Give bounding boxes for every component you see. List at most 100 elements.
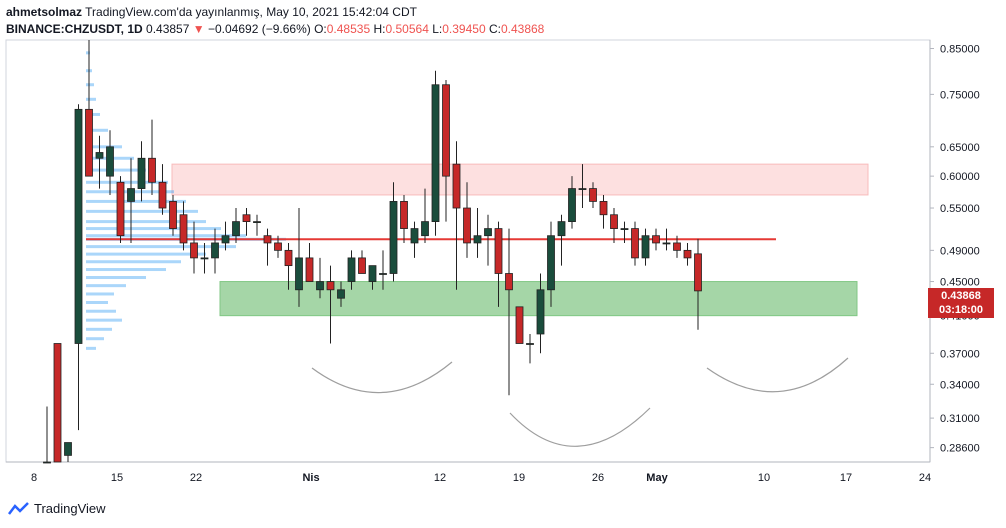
candle-body bbox=[484, 228, 492, 237]
candle-body bbox=[421, 221, 429, 237]
volume-profile-bar bbox=[86, 260, 181, 264]
author-name: ahmetsolmaz bbox=[6, 5, 83, 19]
candle-body bbox=[431, 84, 440, 222]
left-shoulder-arc bbox=[311, 361, 453, 394]
volume-profile-bar bbox=[86, 327, 112, 331]
candle-body bbox=[116, 181, 125, 237]
volume-profile-bar bbox=[86, 276, 146, 280]
candle-body bbox=[221, 235, 230, 244]
candle-body bbox=[211, 242, 219, 259]
candle-body bbox=[463, 207, 471, 244]
price-tick-label: 0.34000 bbox=[940, 379, 980, 391]
candle-body bbox=[347, 257, 356, 282]
volume-profile-bar bbox=[86, 245, 236, 249]
tradingview-logo[interactable]: TradingView bbox=[8, 501, 106, 516]
open-label: O: bbox=[314, 22, 327, 36]
candle-body bbox=[641, 235, 650, 259]
candle-body bbox=[190, 242, 198, 259]
candle-body bbox=[673, 242, 681, 251]
candle-body bbox=[400, 201, 408, 229]
high-label: H: bbox=[373, 22, 386, 36]
candle-body bbox=[127, 188, 135, 202]
candle-body bbox=[326, 281, 335, 291]
candle-body bbox=[473, 235, 482, 244]
tradingview-logo-icon bbox=[8, 501, 29, 515]
candle-body bbox=[568, 188, 576, 222]
candle-body bbox=[662, 242, 671, 245]
candle-body bbox=[652, 235, 660, 244]
candle-body bbox=[169, 201, 177, 229]
candle-body bbox=[253, 221, 261, 223]
candle-body bbox=[263, 235, 272, 244]
volume-profile-bar bbox=[86, 318, 122, 322]
candle-body bbox=[526, 343, 534, 345]
candle-body bbox=[505, 273, 513, 291]
volume-profile-bar bbox=[86, 337, 104, 341]
candle-body bbox=[410, 228, 419, 244]
volume-profile-bar bbox=[86, 300, 108, 304]
volume-profile-bar bbox=[86, 199, 186, 203]
last-price: 0.43857 bbox=[146, 22, 190, 36]
candle-body bbox=[494, 228, 503, 274]
candle-body bbox=[95, 152, 104, 159]
low-label: L: bbox=[432, 22, 443, 36]
candle-body bbox=[337, 289, 345, 299]
volume-profile-bar bbox=[86, 234, 246, 238]
candle-body bbox=[53, 343, 62, 463]
volume-profile-bar bbox=[86, 112, 100, 116]
price-tick-label: 0.31000 bbox=[940, 413, 980, 425]
candle-body bbox=[274, 242, 282, 251]
candle-body bbox=[599, 201, 608, 216]
candle-body bbox=[452, 163, 461, 209]
candle-body bbox=[389, 201, 398, 274]
time-tick-label: May bbox=[646, 472, 668, 484]
candle-body bbox=[620, 228, 629, 230]
candle-body bbox=[106, 146, 114, 177]
candle-body bbox=[295, 257, 303, 291]
candle-body bbox=[368, 265, 377, 282]
price-change: −0.04692 (−9.66%) bbox=[207, 22, 311, 36]
candle-body bbox=[536, 289, 545, 335]
price-tick-label: 0.28600 bbox=[940, 443, 980, 455]
volume-profile-bar bbox=[86, 292, 114, 296]
candle-body bbox=[379, 273, 387, 275]
head-arc bbox=[509, 407, 651, 447]
volume-profile-bar bbox=[86, 209, 198, 213]
volume-profile-bar bbox=[86, 51, 90, 55]
price-tick-label: 0.75000 bbox=[940, 89, 980, 101]
volume-profile-bar bbox=[86, 128, 108, 132]
volume-profile-bar bbox=[86, 168, 146, 172]
candle-body bbox=[694, 253, 702, 292]
volume-profile-bar bbox=[86, 268, 166, 272]
candle-body bbox=[631, 228, 639, 259]
candle-body bbox=[316, 281, 324, 291]
candle-body bbox=[515, 306, 524, 344]
price-tick-label: 0.85000 bbox=[940, 44, 980, 56]
time-tick-label: 22 bbox=[190, 472, 202, 484]
resistance-zone bbox=[171, 163, 869, 196]
volume-profile-bar bbox=[86, 252, 206, 256]
brand-label: TradingView bbox=[34, 501, 106, 516]
candle-body bbox=[442, 84, 450, 177]
candle-body bbox=[85, 108, 93, 177]
price-tick-label: 0.45000 bbox=[940, 277, 980, 289]
bar-countdown: 03:18:00 bbox=[938, 304, 984, 316]
close-value: 0.43868 bbox=[500, 22, 545, 36]
current-price-tag: 0.43868 03:18:00 bbox=[928, 288, 994, 318]
candle-body bbox=[74, 108, 83, 344]
volume-profile-bar bbox=[86, 220, 206, 224]
volume-profile-bar bbox=[86, 309, 116, 313]
candle-body bbox=[242, 214, 251, 222]
candle-body bbox=[557, 221, 566, 237]
candle-body bbox=[232, 221, 240, 237]
candle-body bbox=[547, 235, 555, 291]
time-tick-label: 15 bbox=[111, 472, 123, 484]
symbol-label: BINANCE:CHZUSDT, 1D bbox=[6, 22, 143, 36]
candle-body bbox=[137, 157, 146, 189]
volume-profile-bar bbox=[86, 346, 96, 350]
candle-body bbox=[158, 181, 167, 209]
candle-body bbox=[578, 188, 587, 190]
candle-body bbox=[683, 249, 692, 259]
price-tick-label: 0.37000 bbox=[940, 348, 980, 360]
